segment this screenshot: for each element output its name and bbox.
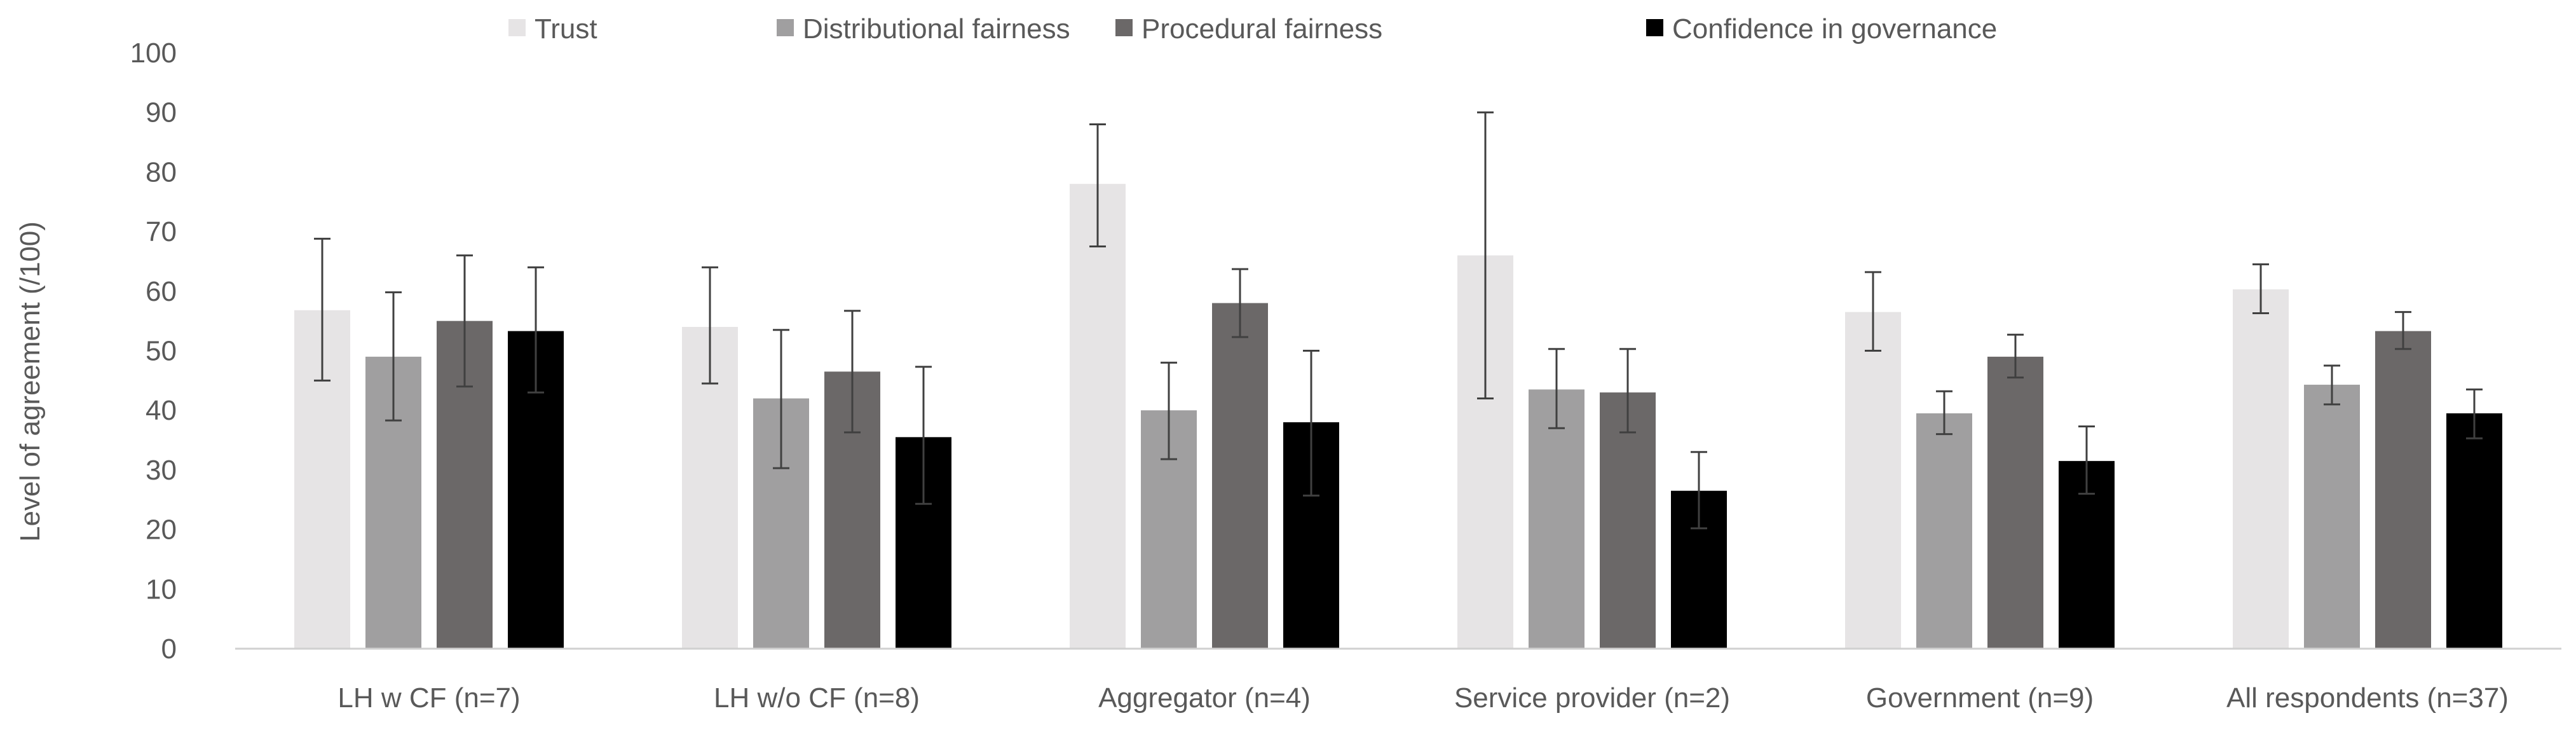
legend-label: Distributional fairness	[803, 13, 1070, 45]
y-tick-label: 60	[146, 276, 177, 307]
y-tick-label: 100	[130, 38, 177, 69]
legend-swatch	[1646, 19, 1663, 36]
bar	[1600, 392, 1656, 649]
bar	[2233, 289, 2289, 649]
legend-label: Confidence in governance	[1672, 13, 1997, 45]
x-tick-label: Government (n=9)	[1866, 682, 2094, 714]
legend: Trust Distributional fairness Procedural f…	[508, 13, 1997, 45]
y-tick-label: 70	[146, 216, 177, 247]
legend-swatch	[777, 19, 794, 36]
error-bars	[314, 111, 2483, 530]
y-tick-label: 0	[161, 633, 177, 665]
x-tick-label: All respondents (n=37)	[2226, 682, 2509, 714]
y-tick-label: 80	[146, 156, 177, 188]
legend-label: Procedural fairness	[1141, 13, 1382, 45]
y-tick-label: 30	[146, 455, 177, 486]
bar	[1212, 303, 1268, 649]
x-tick-label: LH w CF (n=7)	[337, 682, 520, 714]
x-tick-label: Service provider (n=2)	[1454, 682, 1730, 714]
bar	[2304, 384, 2360, 649]
legend-swatch	[508, 19, 526, 36]
y-tick-label: 50	[146, 336, 177, 367]
bar	[1987, 356, 2043, 649]
bar	[1845, 312, 1901, 649]
y-tick-label: 40	[146, 395, 177, 426]
y-tick-label: 10	[146, 574, 177, 605]
legend-swatch	[1115, 19, 1133, 36]
bar	[1529, 389, 1584, 649]
bars	[294, 184, 2502, 649]
bar	[1070, 184, 1126, 649]
y-axis-label: Level of agreement (/100)	[15, 221, 46, 542]
x-axis-tick-labels: LH w CF (n=7) LH w/o CF (n=8) Aggregator (…	[337, 682, 2509, 714]
bar	[2446, 413, 2502, 649]
y-tick-label: 20	[146, 515, 177, 546]
legend-label: Trust	[535, 13, 597, 45]
x-tick-label: Aggregator (n=4)	[1098, 682, 1311, 714]
x-tick-label: LH w/o CF (n=8)	[714, 682, 920, 714]
y-tick-label: 90	[146, 97, 177, 128]
bar	[1916, 413, 1972, 649]
bar	[2375, 331, 2431, 649]
y-axis-ticks: 0 10 20 30 40 50 60 70 80 90 100	[130, 38, 177, 665]
